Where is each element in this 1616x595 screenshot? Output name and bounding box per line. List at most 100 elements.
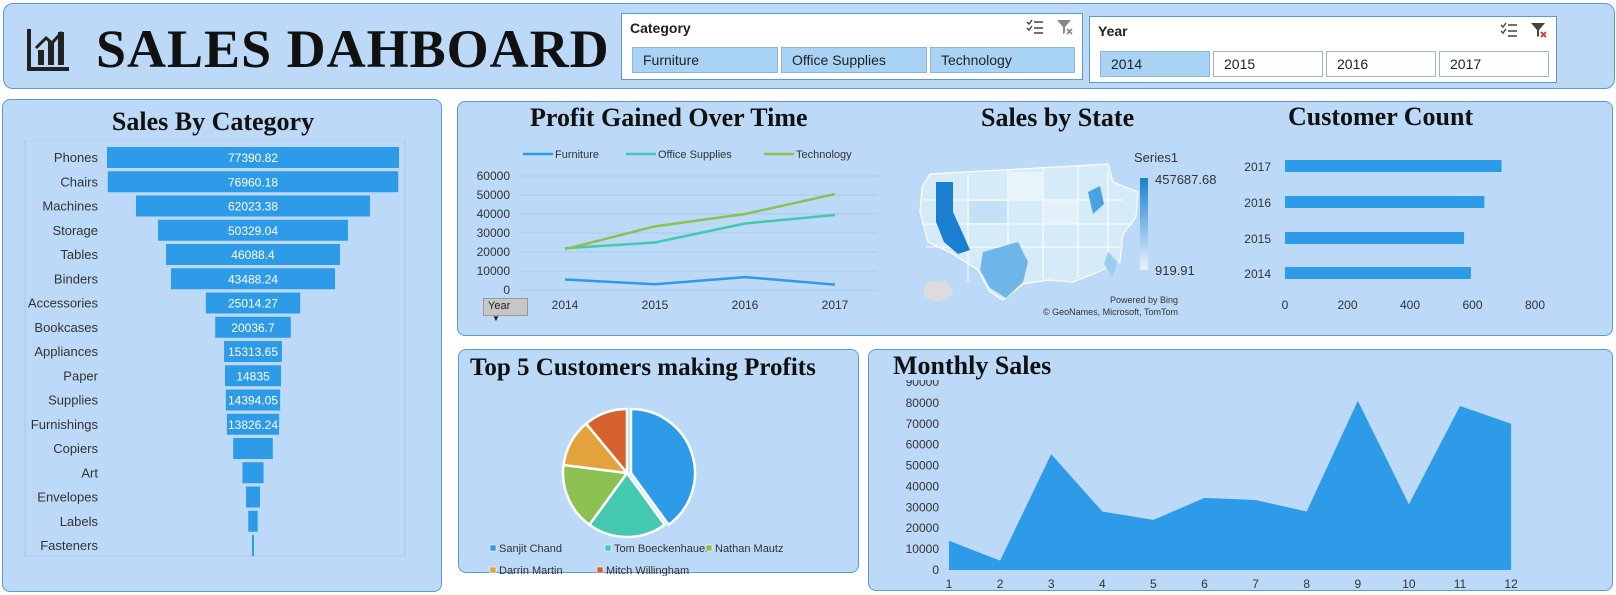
x-tick-label: 800 — [1525, 298, 1545, 312]
legend-label: Mitch Willingham — [606, 565, 689, 576]
slicer-button-2015[interactable]: 2015 — [1213, 51, 1323, 77]
monthly-sales-chart: 0 10000 20000 30000 40000 50000 60000 70000 8000… — [906, 380, 1518, 590]
category-label: Envelopes — [37, 490, 98, 505]
legend-swatch — [489, 566, 497, 574]
y-tick-label: 30000 — [906, 500, 940, 514]
sales-by-state-title: Sales by State — [981, 103, 1135, 132]
legend-label: Darrin Martin — [499, 565, 563, 576]
top5-title: Top 5 Customers making Profits — [470, 354, 816, 381]
x-tick-label: 4 — [1099, 577, 1106, 590]
map-credit-bing: Powered by Bing — [1109, 295, 1178, 305]
data-label: 62023.38 — [228, 200, 278, 214]
x-tick-label: 2015 — [642, 298, 669, 312]
data-label: 46088.4 — [231, 248, 275, 262]
category-label: Fasteners — [40, 538, 98, 553]
x-tick-label: 1 — [946, 577, 953, 590]
category-bar — [166, 244, 340, 265]
data-label: 76960.18 — [228, 175, 278, 189]
series-line — [564, 213, 836, 250]
monthly-sales-panel: Monthly Sales 0 10000 20000 30000 40000 50000… — [868, 349, 1613, 591]
year-filter-label: Year — [488, 300, 511, 312]
slicer-button-furniture[interactable]: Furniture — [632, 47, 778, 73]
data-label: 43488.24 — [228, 272, 278, 286]
legend-swatch — [604, 544, 612, 552]
pie-slice — [629, 407, 697, 527]
multi-select-icon[interactable] — [1026, 19, 1044, 35]
category-label: Binders — [54, 271, 99, 286]
data-label: 14394.05 — [228, 394, 278, 408]
y-tick-label: 20000 — [477, 245, 511, 259]
category-bar — [242, 462, 264, 484]
legend-swatch — [596, 566, 604, 574]
y-tick-label: 90000 — [906, 380, 940, 389]
y-tick-label: 30000 — [477, 226, 511, 240]
category-bar — [252, 535, 254, 556]
category-label: Furnishings — [31, 417, 99, 432]
x-tick-label: 11 — [1454, 577, 1467, 590]
category-bar — [170, 268, 336, 290]
category-bar — [246, 486, 260, 508]
data-label: 14835 — [236, 369, 270, 383]
y-tick-label: 0 — [503, 283, 510, 297]
sales-by-category-chart: Phones 77390.82 Chairs 76960.18 Machines 6202… — [24, 140, 406, 557]
data-label: 15313.65 — [228, 345, 278, 359]
slicer-button-2017[interactable]: 2017 — [1439, 51, 1549, 77]
top5-pie-chart: Sanjit Chand Tom Boeckenhauer Nathan Mautz… — [489, 407, 783, 576]
x-tick-label: 7 — [1252, 577, 1259, 590]
profit-over-time-chart: 0 10000 20000 30000 40000 50000 60000 2014 2015 2… — [477, 149, 878, 312]
clear-filter-icon[interactable] — [1056, 19, 1074, 35]
legend-label: Furniture — [555, 149, 599, 161]
x-tick-label: 9 — [1354, 577, 1361, 590]
slicer-button-technology[interactable]: Technology — [930, 47, 1075, 73]
y-tick-label: 60000 — [477, 169, 511, 183]
slicer-button-2016[interactable]: 2016 — [1326, 51, 1436, 77]
category-label: Supplies — [48, 393, 98, 408]
category-bar — [248, 510, 258, 532]
year-slicer: Year 2014 2015 2016 2017 — [1089, 16, 1557, 83]
category-bar — [226, 413, 280, 435]
header-panel: SALES DAHBOARD Category Furniture Office … — [3, 3, 1615, 89]
data-label: 25014.27 — [228, 297, 278, 311]
year-filter-button[interactable]: Year ▼ — [483, 298, 528, 323]
x-tick-label: 8 — [1303, 577, 1310, 590]
y-tick-label: 50000 — [477, 188, 511, 202]
legend-label: Nathan Mautz — [715, 543, 783, 555]
y-tick-label: 20000 — [906, 521, 940, 535]
category-label: Storage — [52, 223, 98, 238]
slicer-button-2014[interactable]: 2014 — [1100, 51, 1210, 77]
category-bar — [225, 389, 281, 411]
dashboard-title: SALES DAHBOARD — [96, 19, 610, 79]
y-tick-label: 2015 — [1244, 232, 1271, 246]
y-tick-label: 60000 — [906, 438, 940, 452]
y-tick-label: 70000 — [906, 417, 940, 431]
category-bar — [158, 219, 348, 241]
category-label: Phones — [54, 150, 99, 165]
pie-slice — [561, 463, 630, 527]
customer-bar — [1285, 160, 1502, 172]
pie-slice — [587, 470, 667, 539]
y-tick-label: 2017 — [1244, 160, 1271, 174]
category-bar — [224, 341, 282, 362]
top5-panel: Top 5 Customers making Profits Sanjit Ch… — [458, 349, 859, 576]
x-tick-label: 12 — [1504, 577, 1518, 590]
legend-swatch — [705, 544, 713, 552]
customer-count-title: Customer Count — [1288, 102, 1474, 131]
y-tick-label: 40000 — [477, 207, 511, 221]
data-label: 13826.24 — [228, 418, 278, 432]
y-tick-label: 2016 — [1244, 196, 1271, 210]
map-legend-gradient — [1140, 178, 1148, 270]
data-label: 50329.04 — [228, 224, 278, 238]
category-label: Accessories — [28, 296, 99, 311]
top-right-panel: Profit Gained Over Time 0 10000 20000 30000… — [457, 101, 1613, 336]
slicer-button-office-supplies[interactable]: Office Supplies — [781, 47, 927, 73]
plot-area — [24, 140, 406, 557]
category-bar — [107, 147, 399, 168]
category-bar — [135, 195, 371, 217]
multi-select-icon[interactable] — [1500, 22, 1518, 38]
category-label: Tables — [60, 247, 98, 262]
category-label: Labels — [60, 514, 99, 529]
customer-bar — [1285, 267, 1471, 279]
area-series — [949, 400, 1512, 570]
clear-filter-icon[interactable] — [1530, 22, 1548, 38]
legend-label: Technology — [796, 149, 852, 161]
